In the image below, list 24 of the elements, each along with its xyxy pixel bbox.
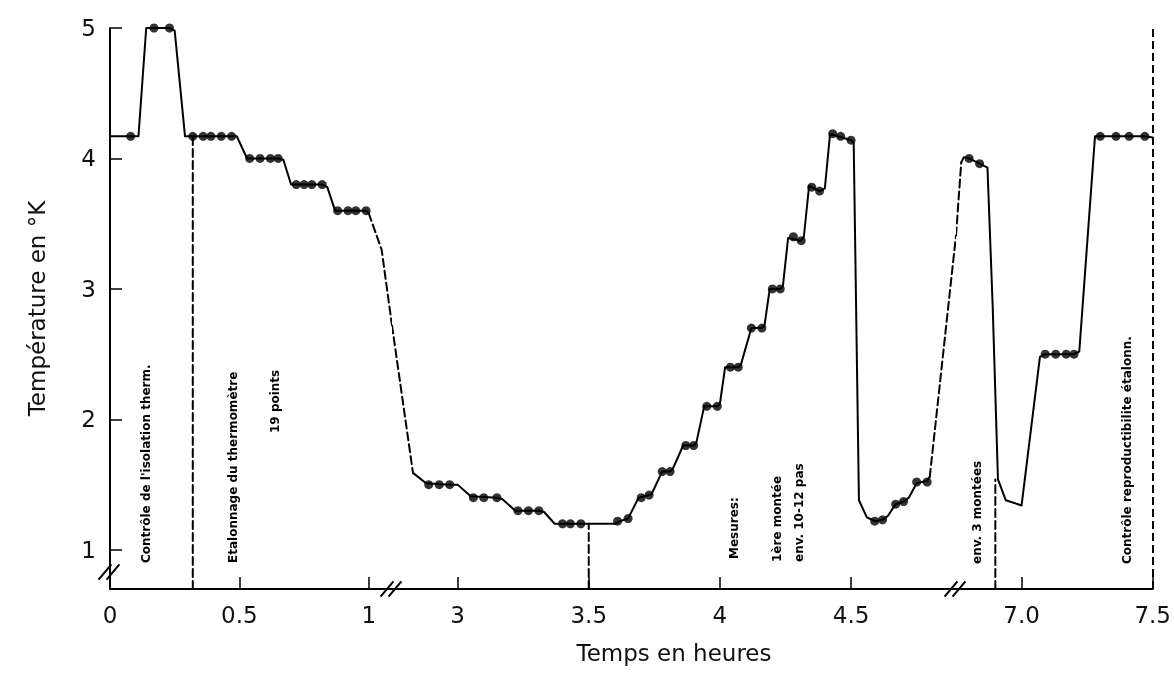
annotation: env. 3 montées [970,460,984,564]
x-tick-label: 1 [361,601,377,628]
x-tick-label: 4 [712,601,728,628]
annotation: Mesures: [727,497,741,559]
x-tick-label: 0 [102,601,118,628]
annotation: env. 10-12 pas [792,463,806,562]
x-tick-label: 0.5 [221,601,258,628]
y-tick-label: 1 [81,536,96,563]
x-tick-label: 7.5 [1134,601,1171,628]
y-tick-label: 5 [81,15,96,41]
x-tick-label: 3.5 [570,601,608,628]
x-tick-label: 4.5 [832,601,870,628]
x-axis-title: Temps en heures [575,639,772,666]
annotation: 1ère montée [770,475,784,562]
annotation: Etalonnage du thermomètre [226,371,240,563]
y-tick-label: 3 [81,275,96,302]
x-tick-label: 7.0 [1003,601,1040,628]
annotation: Contrôle de l'isolation therm. [139,364,153,563]
annotation: 19 points [268,369,282,433]
y-tick-label: 2 [81,406,96,433]
y-tick-label: 4 [81,145,96,172]
annotation: Contrôle reproductibilite étalonn. [1120,336,1134,564]
y-axis-title: Température en °K [23,199,50,418]
x-tick-label: 3 [450,601,465,628]
